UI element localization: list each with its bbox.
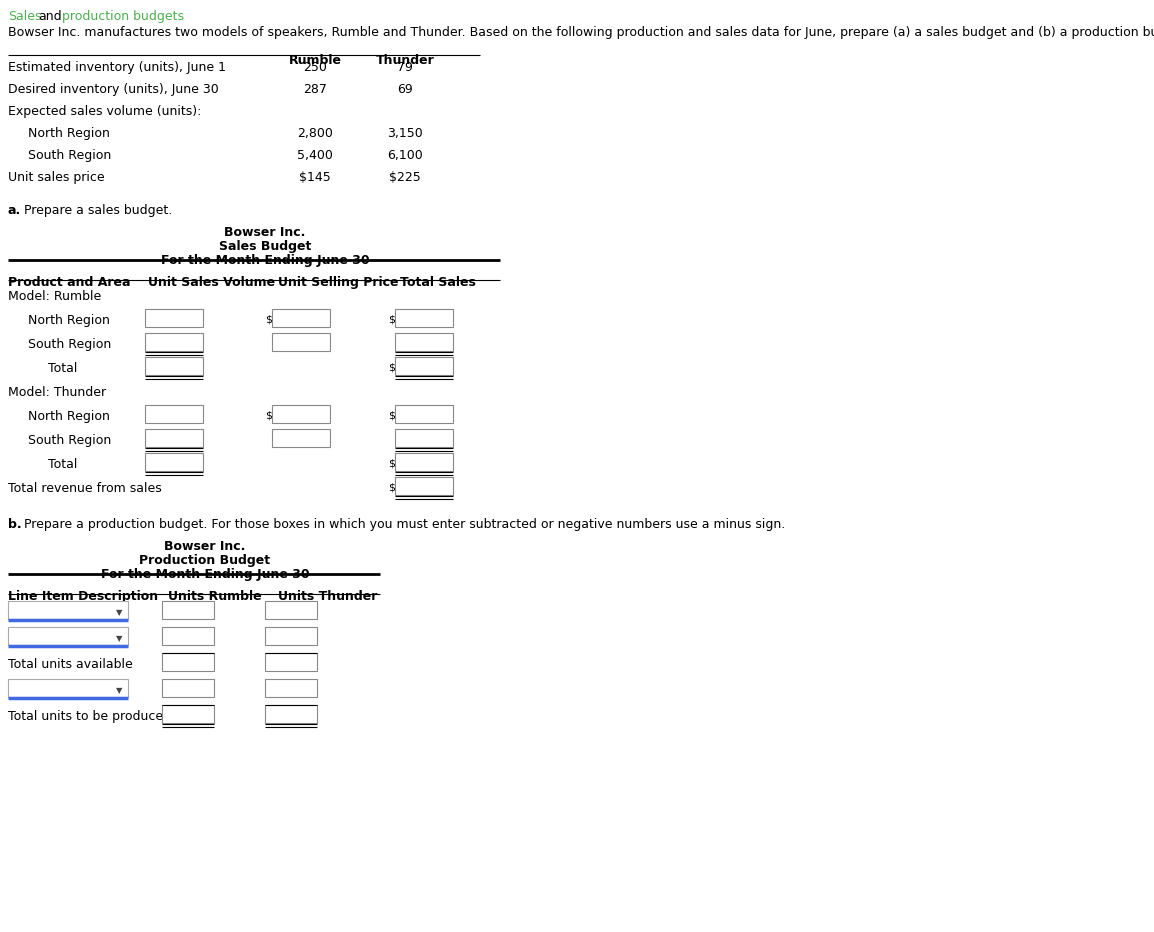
Bar [395, 405, 454, 423]
Text: ▼: ▼ [117, 634, 122, 643]
Bar [272, 429, 330, 447]
Bar [272, 309, 330, 327]
Bar [265, 601, 317, 619]
Bar [265, 679, 317, 697]
Bar [145, 357, 203, 375]
Text: $: $ [388, 362, 395, 372]
Text: Total Sales: Total Sales [400, 276, 475, 289]
Text: Unit sales price: Unit sales price [8, 171, 105, 184]
Text: South Region: South Region [28, 434, 111, 447]
Text: $: $ [388, 458, 395, 468]
Text: Prepare a production budget. For those boxes in which you must enter subtracted : Prepare a production budget. For those b… [24, 518, 785, 531]
Text: a.: a. [8, 204, 21, 217]
Bar [272, 333, 330, 351]
Text: Units Rumble: Units Rumble [168, 590, 262, 603]
Text: For the Month Ending June 30: For the Month Ending June 30 [160, 254, 369, 267]
Bar [162, 679, 213, 697]
Text: Unit Selling Price: Unit Selling Price [278, 276, 398, 289]
Bar [145, 333, 203, 351]
Text: North Region: North Region [28, 314, 110, 327]
Text: Sales Budget: Sales Budget [219, 240, 312, 253]
Text: Sales: Sales [8, 10, 42, 23]
Text: $: $ [388, 410, 395, 420]
Text: 5,400: 5,400 [297, 149, 334, 162]
Text: $: $ [265, 314, 272, 324]
Bar [162, 601, 213, 619]
Bar [395, 429, 454, 447]
Text: Expected sales volume (units):: Expected sales volume (units): [8, 105, 202, 118]
Text: South Region: South Region [28, 149, 111, 162]
Bar [8, 601, 128, 619]
Text: ▼: ▼ [117, 608, 122, 617]
Text: production budgets: production budgets [62, 10, 183, 23]
Text: Total revenue from sales: Total revenue from sales [8, 482, 162, 495]
Bar [265, 653, 317, 671]
Text: North Region: North Region [28, 410, 110, 423]
Text: Desired inventory (units), June 30: Desired inventory (units), June 30 [8, 83, 219, 96]
Text: Bowser Inc.: Bowser Inc. [224, 226, 306, 239]
Bar [395, 309, 454, 327]
Text: Total: Total [48, 362, 77, 375]
Text: For the Month Ending June 30: For the Month Ending June 30 [100, 568, 309, 581]
Bar [265, 627, 317, 645]
Bar [162, 705, 213, 723]
Text: Unit Sales Volume: Unit Sales Volume [148, 276, 275, 289]
Text: 3,150: 3,150 [387, 127, 422, 140]
Bar [272, 405, 330, 423]
Text: Production Budget: Production Budget [140, 554, 270, 567]
Text: Units Thunder: Units Thunder [278, 590, 377, 603]
Text: Estimated inventory (units), June 1: Estimated inventory (units), June 1 [8, 61, 226, 74]
Text: $: $ [388, 482, 395, 492]
Bar [162, 627, 213, 645]
Bar [8, 627, 128, 645]
Text: Total units available: Total units available [8, 658, 133, 671]
Text: Bowser Inc. manufactures two models of speakers, Rumble and Thunder. Based on th: Bowser Inc. manufactures two models of s… [8, 26, 1154, 39]
Text: South Region: South Region [28, 338, 111, 351]
Text: 287: 287 [304, 83, 327, 96]
Text: North Region: North Region [28, 127, 110, 140]
Text: Thunder: Thunder [375, 54, 434, 67]
Text: Total: Total [48, 458, 77, 471]
Text: $: $ [388, 314, 395, 324]
Text: 250: 250 [304, 61, 327, 74]
Bar [145, 405, 203, 423]
Text: 6,100: 6,100 [387, 149, 422, 162]
Text: $225: $225 [389, 171, 421, 184]
Text: Prepare a sales budget.: Prepare a sales budget. [24, 204, 172, 217]
Text: Rumble: Rumble [288, 54, 342, 67]
Bar [8, 679, 128, 697]
Bar [145, 429, 203, 447]
Text: 79: 79 [397, 61, 413, 74]
Text: Bowser Inc.: Bowser Inc. [164, 540, 246, 553]
Bar [162, 653, 213, 671]
Text: 2,800: 2,800 [297, 127, 334, 140]
Text: $: $ [265, 410, 272, 420]
Bar [265, 705, 317, 723]
Bar [395, 357, 454, 375]
Bar [395, 333, 454, 351]
Text: Model: Rumble: Model: Rumble [8, 290, 102, 303]
Text: Model: Thunder: Model: Thunder [8, 386, 106, 399]
Bar [145, 453, 203, 471]
Text: Line Item Description: Line Item Description [8, 590, 158, 603]
Bar [395, 453, 454, 471]
Text: and: and [38, 10, 61, 23]
Text: Total units to be produced: Total units to be produced [8, 710, 171, 723]
Text: b.: b. [8, 518, 22, 531]
Text: 69: 69 [397, 83, 413, 96]
Bar [395, 477, 454, 495]
Bar [145, 309, 203, 327]
Text: Product and Area: Product and Area [8, 276, 130, 289]
Text: ▼: ▼ [117, 686, 122, 695]
Text: $145: $145 [299, 171, 331, 184]
